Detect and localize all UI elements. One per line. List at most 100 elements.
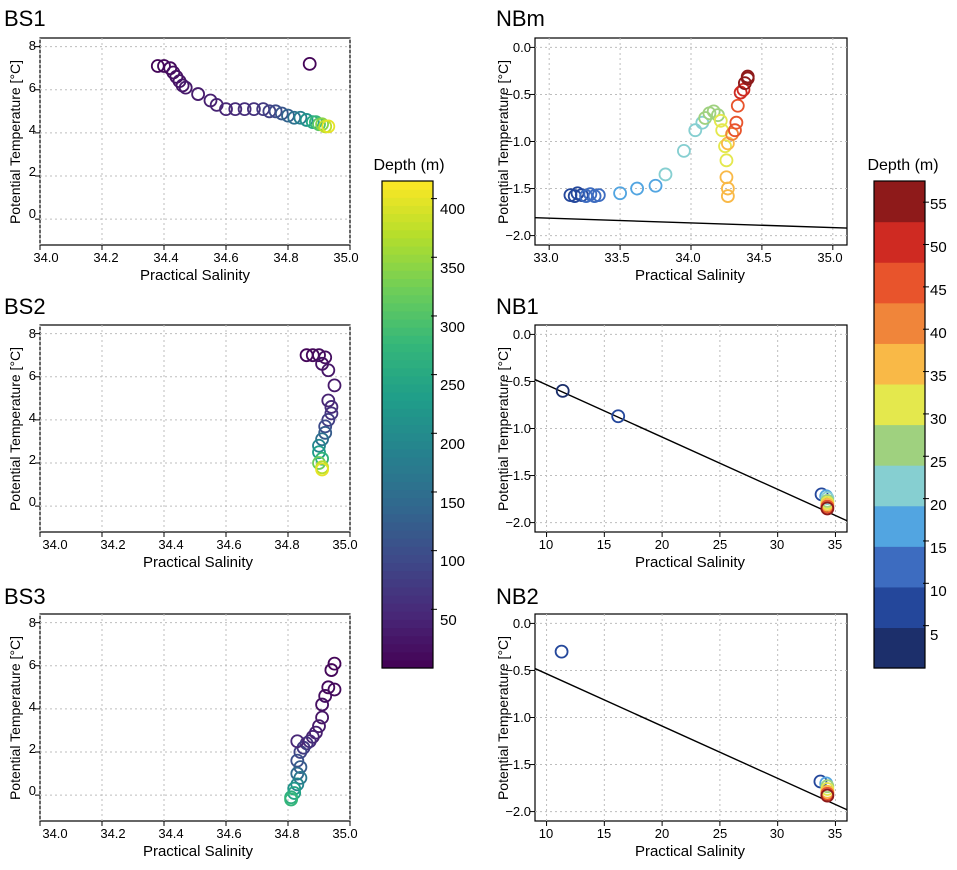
colorbar-band <box>382 562 433 572</box>
data-point <box>820 788 835 803</box>
data-point <box>157 59 171 73</box>
colorbar-band <box>382 245 433 255</box>
data-point <box>299 113 314 127</box>
data-point <box>630 181 645 196</box>
panel-nb2: NB2 10 15 20 25 30 35 −2.0 −1.5 −1.0 −0.… <box>495 584 848 860</box>
colorbar-band <box>382 197 433 206</box>
y-tick-label: 4 <box>29 410 36 425</box>
colorbar-band <box>382 603 433 612</box>
y-tick-label: −0.5 <box>505 87 531 102</box>
data-point <box>237 102 252 117</box>
colorbar-band <box>382 189 433 198</box>
data-point <box>228 102 243 117</box>
data-point <box>290 734 305 749</box>
colorbar-band <box>382 302 433 312</box>
colorbar-frame <box>381 180 434 669</box>
y-tick-label: −2.0 <box>505 228 531 243</box>
x-tick-label: 25 <box>713 537 727 552</box>
x-tick-label: 15 <box>597 537 611 552</box>
x-axis: 10 15 20 25 30 35 <box>539 537 842 552</box>
y-tick-label: 6 <box>29 80 36 95</box>
colorbar-band <box>382 254 433 263</box>
colorbar-tick-label: 35 <box>930 368 947 385</box>
x-tick-label: 34.6 <box>216 537 241 552</box>
y-tick-label: 0 <box>29 206 36 221</box>
y-axis-label: Potential Temperature [°C] <box>7 636 23 800</box>
x-tick-label: 34.4 <box>158 826 183 841</box>
colorbar-band <box>382 424 433 434</box>
y-axis: −2.0 −1.5 −1.0 −0.5 0.0 <box>505 40 531 243</box>
data-point <box>246 102 261 117</box>
data-point <box>324 406 339 421</box>
x-axis-label: Practical Salinity <box>143 554 254 571</box>
data-point <box>315 462 330 477</box>
panel-title: BS3 <box>4 584 46 609</box>
x-tick-label: 35.0 <box>333 250 358 265</box>
y-tick-label: 6 <box>29 368 36 383</box>
colorbar-gradient <box>382 181 433 669</box>
panel-title: NB1 <box>496 294 539 319</box>
colorbar-band <box>874 546 925 588</box>
colorbar-tick-label: 20 <box>930 497 947 514</box>
colorbar-band <box>382 432 433 442</box>
y-axis: 0 2 4 6 8 <box>29 38 36 221</box>
y-axis: −2.0 −1.5 −1.0 −0.5 0.0 <box>505 616 531 819</box>
colorbar-tick-label: 30 <box>930 411 947 428</box>
data-point <box>302 56 317 71</box>
data-point <box>713 113 728 128</box>
data-point <box>274 106 289 121</box>
data-point <box>718 139 732 154</box>
data-point <box>658 167 673 182</box>
colorbar-tick-label: 100 <box>440 553 465 570</box>
colorbar-band <box>382 456 433 466</box>
freezing-point-line <box>534 217 848 229</box>
x-tick-label: 34.8 <box>274 826 299 841</box>
grid <box>35 325 351 537</box>
data-point <box>312 719 326 734</box>
data-points <box>284 656 342 807</box>
data-point <box>730 98 745 113</box>
colorbar-band <box>382 310 433 320</box>
data-point <box>719 170 734 185</box>
x-axis: 34.0 34.2 34.4 34.6 34.8 35.0 <box>42 537 357 552</box>
y-tick-label: −1.0 <box>505 710 531 725</box>
data-point <box>268 104 283 119</box>
y-tick-label: 2 <box>29 741 36 756</box>
grid <box>35 614 351 826</box>
colorbar-band <box>874 465 925 507</box>
colorbar-band <box>382 594 433 604</box>
panel-title: NBm <box>496 6 545 31</box>
x-axis: 34.0 34.2 34.4 34.6 34.8 35.0 <box>33 250 358 265</box>
colorbar-band <box>382 635 433 645</box>
colorbar-band <box>382 481 433 491</box>
data-point <box>591 188 606 203</box>
x-tick-label: 34.2 <box>100 537 125 552</box>
colorbar-band <box>382 497 433 507</box>
x-tick-label: 35.0 <box>332 537 357 552</box>
plot-frame <box>39 324 351 533</box>
data-point <box>315 117 330 132</box>
colorbar-band <box>382 262 433 271</box>
panel-bs3: BS3 34.0 34.2 34.4 34.6 34.8 35.0 0 2 4 … <box>4 584 358 860</box>
data-point <box>324 400 339 414</box>
x-axis-label: Practical Salinity <box>143 843 254 860</box>
x-tick-label: 30 <box>770 537 784 552</box>
colorbar-band <box>382 335 433 344</box>
data-point <box>327 682 342 697</box>
y-tick-label: −1.5 <box>505 468 531 483</box>
data-point <box>293 760 308 774</box>
data-point <box>688 123 703 138</box>
y-axis: 0 2 4 6 8 <box>29 615 36 798</box>
data-point <box>321 393 336 408</box>
y-tick-label: 0.0 <box>513 616 531 631</box>
colorbar-band <box>382 465 433 474</box>
colorbar-band <box>382 205 433 215</box>
panel-bs1: BS1 34.0 34.2 34.4 34.6 34.8 35.0 0 2 4 … <box>4 6 359 284</box>
colorbar-band <box>382 294 433 304</box>
y-axis-label: Potential Temperature [°C] <box>7 60 23 224</box>
data-point <box>293 110 308 125</box>
y-tick-label: 6 <box>29 657 36 672</box>
panel-title: BS2 <box>4 294 46 319</box>
colorbar-band <box>382 392 433 401</box>
data-point <box>318 425 333 440</box>
